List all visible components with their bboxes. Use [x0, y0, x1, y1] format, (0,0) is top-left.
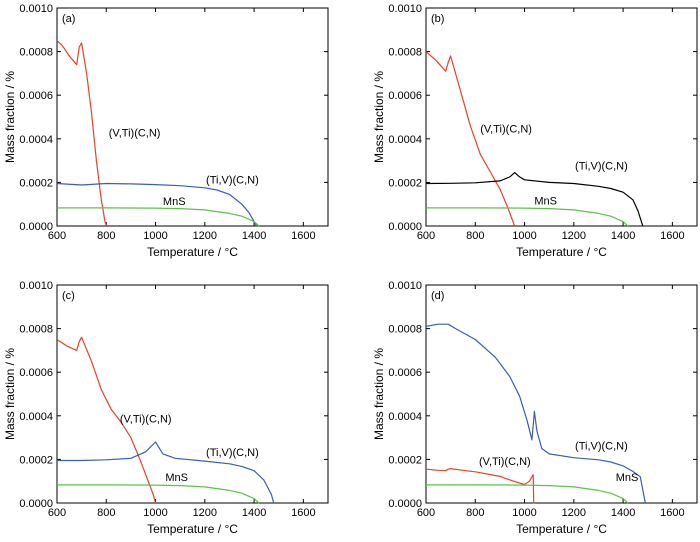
y-tick-label: 0.0006 — [388, 367, 422, 379]
series-annotation: (V,Ti)(C,N) — [120, 413, 172, 425]
x-tick-label: 1400 — [242, 230, 266, 242]
chart-panel: 600 800 1000 1200 1400 1600 0.0000 0.0002 0.0004… — [3, 3, 329, 259]
x-tick-label: 1400 — [611, 507, 635, 519]
plot-frame — [425, 7, 698, 227]
x-tick-label: 1000 — [512, 507, 536, 519]
y-tick-label: 0.0000 — [19, 498, 53, 510]
series-line — [426, 207, 629, 227]
chart-panel: 600 800 1000 1200 1400 1600 0.0000 0.0002 0.0004… — [372, 3, 698, 259]
plot-frame — [425, 284, 698, 504]
series-annotation: MnS — [165, 472, 188, 484]
x-tick-label: 1200 — [562, 230, 586, 242]
y-tick-label: 0.0006 — [19, 90, 53, 102]
x-tick-label: 1600 — [660, 507, 684, 519]
x-tick-label: 800 — [97, 230, 115, 242]
y-tick-label: 0.0002 — [388, 454, 422, 466]
series-line — [425, 468, 535, 504]
chart-panel: 600 800 1000 1200 1400 1600 0.0000 0.0002 0.0004… — [372, 280, 698, 536]
y-tick-label: 0.0006 — [19, 367, 53, 379]
panel-label: (d) — [431, 290, 444, 302]
x-tick-label: 600 — [48, 230, 66, 242]
y-axis-title: Mass fraction / % — [372, 348, 386, 440]
panel-label: (c) — [62, 290, 75, 302]
y-tick-label: 0.0010 — [19, 280, 53, 292]
y-tick-label: 0.0004 — [388, 134, 422, 146]
y-tick-label: 0.0008 — [388, 324, 422, 336]
x-tick-label: 800 — [97, 507, 115, 519]
x-tick-label: 1200 — [562, 507, 586, 519]
y-axis-title: Mass fraction / % — [3, 348, 17, 440]
y-axis-title: Mass fraction / % — [3, 71, 17, 163]
x-tick-label: 1600 — [291, 230, 315, 242]
x-tick-label: 600 — [48, 507, 66, 519]
y-tick-label: 0.0008 — [19, 324, 53, 336]
y-tick-label: 0.0010 — [388, 280, 422, 292]
series-annotation: (V,Ti)(C,N) — [109, 128, 161, 140]
series-annotation: (V,Ti)(C,N) — [480, 123, 532, 135]
series-annotation: MnS — [163, 196, 186, 208]
y-tick-label: 0.0008 — [388, 47, 422, 59]
series-line — [57, 484, 260, 504]
x-tick-label: 1400 — [242, 507, 266, 519]
chart-panel: 600 800 1000 1200 1400 1600 0.0000 0.0002 0.0004… — [3, 280, 329, 536]
series-line — [56, 336, 157, 504]
y-tick-label: 0.0010 — [19, 3, 53, 15]
plot-frame — [56, 284, 329, 504]
y-tick-label: 0.0004 — [19, 134, 53, 146]
y-axis-title: Mass fraction / % — [372, 71, 386, 163]
x-tick-label: 600 — [417, 230, 435, 242]
series-line — [425, 51, 516, 227]
series-line — [426, 484, 629, 504]
y-tick-label: 0.0002 — [19, 454, 53, 466]
x-tick-label: 1600 — [291, 507, 315, 519]
series-line — [57, 441, 275, 504]
y-tick-label: 0.0004 — [388, 411, 422, 423]
y-tick-label: 0.0006 — [388, 90, 422, 102]
x-axis-title: Temperature / °C — [147, 245, 238, 259]
series-annotation: (Ti,V)(C,N) — [575, 160, 628, 172]
y-tick-label: 0.0002 — [388, 177, 422, 189]
series-annotation: (Ti,V)(C,N) — [206, 174, 259, 186]
series-annotation: (Ti,V)(C,N) — [575, 441, 628, 453]
y-tick-label: 0.0000 — [388, 498, 422, 510]
x-axis-title: Temperature / °C — [147, 522, 238, 536]
x-tick-label: 800 — [466, 507, 484, 519]
x-tick-label: 1200 — [193, 507, 217, 519]
x-tick-label: 800 — [466, 230, 484, 242]
series-annotation: (V,Ti)(C,N) — [479, 456, 531, 468]
x-tick-label: 1600 — [660, 230, 684, 242]
x-tick-label: 1400 — [611, 230, 635, 242]
series-annotation: MnS — [534, 196, 557, 208]
x-tick-label: 1200 — [193, 230, 217, 242]
y-tick-label: 0.0004 — [19, 411, 53, 423]
series-annotation: (Ti,V)(C,N) — [206, 447, 259, 459]
x-tick-label: 600 — [417, 507, 435, 519]
panel-label: (b) — [431, 13, 444, 25]
series-line — [425, 172, 644, 227]
x-axis-title: Temperature / °C — [516, 245, 607, 259]
x-tick-label: 1000 — [143, 507, 167, 519]
series-line — [57, 207, 260, 227]
y-tick-label: 0.0000 — [388, 221, 422, 233]
series-line — [425, 323, 646, 504]
y-tick-label: 0.0000 — [19, 221, 53, 233]
x-tick-label: 1000 — [143, 230, 167, 242]
series-line — [56, 40, 107, 227]
x-tick-label: 1000 — [512, 230, 536, 242]
series-annotation: MnS — [616, 472, 639, 484]
plot-frame — [56, 7, 329, 227]
panel-label: (a) — [62, 13, 75, 25]
series-line — [56, 182, 258, 227]
y-tick-label: 0.0010 — [388, 3, 422, 15]
x-axis-title: Temperature / °C — [516, 522, 607, 536]
y-tick-label: 0.0008 — [19, 47, 53, 59]
y-tick-label: 0.0002 — [19, 177, 53, 189]
